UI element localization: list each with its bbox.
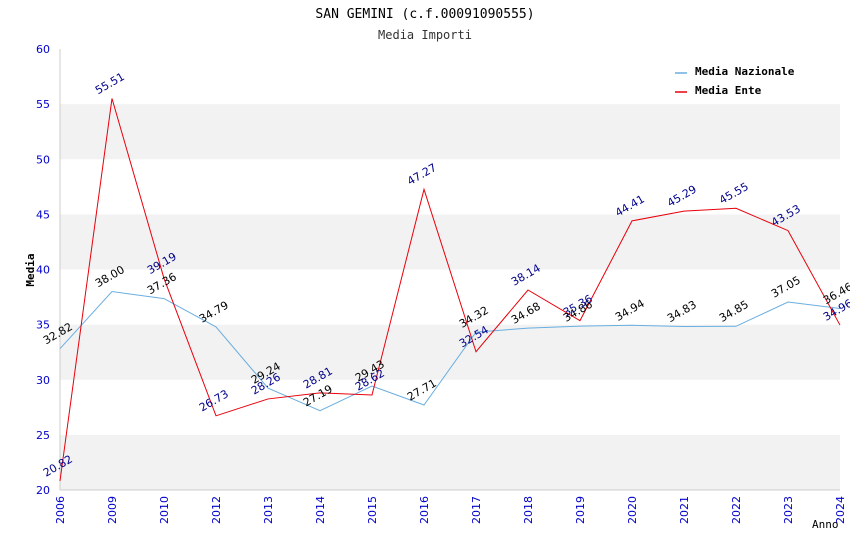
grid-band — [60, 159, 840, 215]
chart-title: SAN GEMINI (c.f.00091090555) — [315, 7, 534, 22]
x-tick-label: 2024 — [834, 496, 847, 524]
grid-band — [60, 214, 840, 270]
grid-band — [60, 379, 840, 435]
y-axis-label: Media — [24, 253, 37, 286]
x-tick-label: 2014 — [314, 496, 327, 524]
axes: 20 25 30 35 40 45 50 55 60 2006 2009 2010 2012 2013 20… — [36, 43, 847, 524]
x-tick-label: 2019 — [574, 496, 587, 524]
x-tick-label: 2006 — [54, 496, 67, 524]
y-tick-label: 20 — [36, 484, 50, 497]
series-line-media-nazionale — [59, 291, 841, 412]
legend-label-media-ente: Media Ente — [695, 84, 762, 97]
x-tick-label: 2017 — [470, 496, 483, 524]
grid-band — [60, 269, 840, 325]
y-tick-label: 45 — [36, 208, 50, 221]
x-axis-label: Anno — [812, 518, 839, 531]
x-tick-label: 2015 — [366, 496, 379, 524]
legend-box — [669, 59, 809, 101]
x-tick-label: 2016 — [418, 496, 431, 524]
y-tick-label: 40 — [36, 264, 50, 277]
x-tick-label: 2023 — [782, 496, 795, 524]
y-tick-label: 55 — [36, 98, 50, 111]
x-tick-label: 2009 — [106, 496, 119, 524]
grid-band — [60, 324, 840, 380]
x-tick-label: 2010 — [158, 496, 171, 524]
series-lines — [59, 98, 841, 482]
x-tick-label: 2013 — [262, 496, 275, 524]
x-tick-label: 2020 — [626, 496, 639, 524]
x-tick-label: 2022 — [730, 496, 743, 524]
grid-band — [60, 434, 840, 490]
y-tick-label: 35 — [36, 319, 50, 332]
x-tick-label: 2021 — [678, 496, 691, 524]
x-tick-label: 2018 — [522, 496, 535, 524]
chart-subtitle: Media Importi — [378, 28, 472, 42]
legend-label-media-nazionale: Media Nazionale — [695, 65, 795, 78]
y-tick-label: 50 — [36, 153, 50, 166]
series-line-media-ente — [59, 98, 841, 482]
y-tick-label: 25 — [36, 429, 50, 442]
y-tick-label: 30 — [36, 374, 50, 387]
x-tick-label: 2012 — [210, 496, 223, 524]
y-tick-label: 60 — [36, 43, 50, 56]
grid-bands — [60, 49, 840, 490]
legend: Media Nazionale Media Ente — [669, 59, 809, 101]
grid-band — [60, 104, 840, 160]
